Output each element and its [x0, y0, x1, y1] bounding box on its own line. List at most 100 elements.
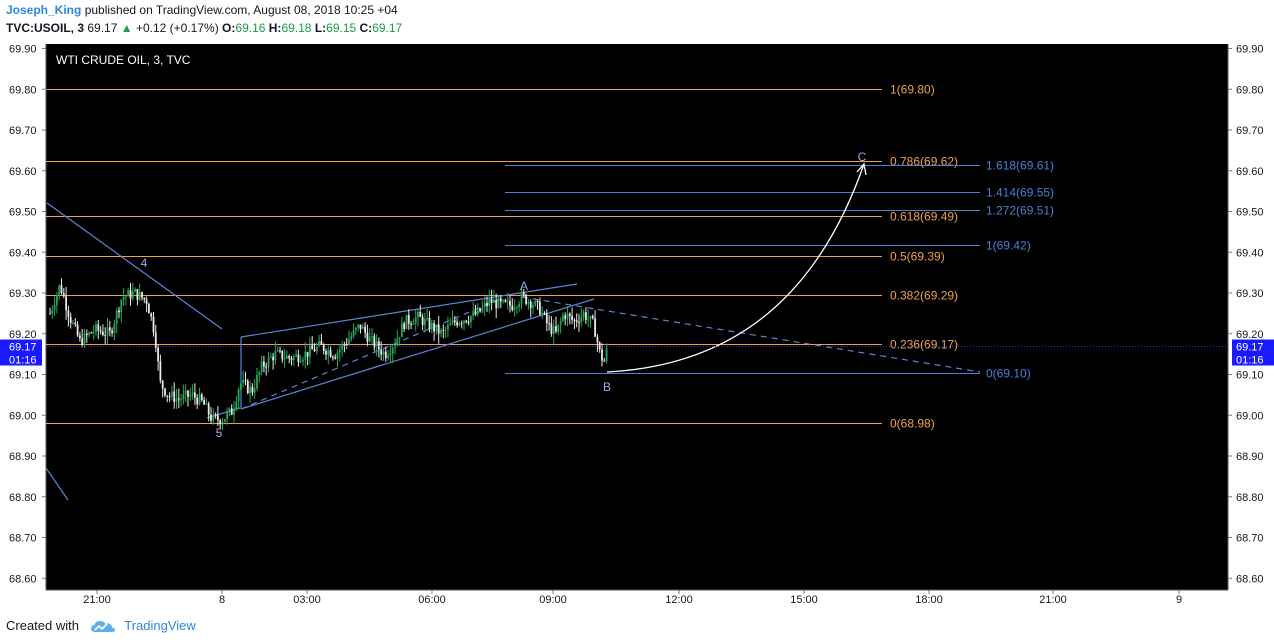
candle-body — [529, 301, 532, 308]
y-tick-label: 69.50 — [9, 207, 37, 219]
candle-body — [134, 289, 136, 292]
candle-body — [221, 421, 224, 425]
x-tick-label: 21:00 — [1039, 594, 1067, 606]
candle-body — [164, 388, 166, 396]
candle-body — [338, 349, 341, 353]
candle-body — [226, 412, 228, 420]
candle-body — [401, 323, 403, 338]
candle-body — [90, 332, 93, 334]
fib-level-label: 1(69.80) — [890, 83, 935, 97]
candle-body — [573, 319, 576, 321]
candle-body — [403, 323, 406, 330]
candle-body — [522, 292, 525, 295]
trend-line — [240, 298, 595, 410]
candle-body — [230, 408, 233, 415]
candle-body — [88, 332, 90, 336]
candle-body — [85, 333, 88, 336]
candle-body — [334, 357, 337, 359]
candle-body — [237, 389, 240, 402]
candle-body — [603, 360, 606, 362]
candle-body — [240, 383, 242, 390]
candle-body — [426, 317, 429, 319]
candle-body — [350, 336, 353, 340]
candle-body — [389, 353, 392, 356]
candle-body — [552, 326, 555, 334]
candle-body — [557, 324, 560, 332]
candle-body — [315, 346, 318, 352]
candle-body — [67, 310, 70, 317]
candle-body — [575, 320, 578, 322]
candle-body — [104, 335, 107, 337]
candle-body — [69, 316, 72, 323]
candle-body — [566, 313, 569, 319]
candle-body — [509, 301, 511, 306]
low-value: 69.15 — [326, 21, 357, 35]
candle-body — [76, 324, 79, 336]
candle-body — [368, 336, 371, 342]
candle-body — [205, 403, 208, 405]
fib-retracement[interactable]: 1(69.80) 0.786(69.62) 0.618(69.49) 0.5(69.3… — [46, 83, 958, 431]
fib-ext-label: 1.618(69.61) — [986, 159, 1054, 173]
ohlc-line: TVC:USOIL, 3 69.17 ▲ +0.12 (+0.17%) O:69… — [6, 21, 402, 35]
candle-body — [589, 316, 592, 319]
candle-body — [154, 332, 157, 348]
candle-body — [219, 420, 222, 425]
candle-body — [122, 297, 125, 300]
candle-body — [380, 349, 383, 355]
candle-body — [329, 350, 332, 357]
candle-body — [113, 323, 116, 334]
candle-body — [456, 322, 458, 326]
candle-body — [159, 361, 162, 381]
candle-body — [115, 310, 118, 324]
candle-body — [486, 303, 488, 306]
candle-body — [320, 340, 323, 345]
y-tick-label: 68.60 — [1236, 573, 1264, 585]
candle-body — [525, 294, 527, 304]
candle-body — [79, 335, 81, 339]
candle-body — [518, 304, 521, 308]
candle-body — [555, 326, 557, 332]
y-tick-label: 69.80 — [1236, 84, 1264, 96]
candle-body — [274, 351, 277, 361]
candle-body — [157, 347, 159, 362]
candle-body — [348, 339, 350, 345]
candle-body — [412, 323, 415, 325]
candle-body — [217, 415, 219, 421]
high-label: H: — [268, 21, 282, 35]
candle-body — [267, 357, 270, 367]
candle-body — [364, 326, 366, 333]
candle-body — [488, 298, 491, 306]
y-tick-label: 69.00 — [9, 410, 37, 422]
candle-body — [95, 324, 97, 332]
y-tick-label: 69.30 — [1236, 288, 1264, 300]
candle-body — [481, 307, 484, 312]
candle-body — [472, 311, 475, 317]
candle-body — [187, 390, 189, 397]
candle-body — [141, 292, 143, 298]
high-value: 69.18 — [281, 21, 312, 35]
plot-area[interactable] — [46, 44, 1228, 590]
candle-body — [313, 349, 316, 352]
candle-body — [304, 351, 307, 360]
candle-body — [504, 300, 507, 302]
x-tick-label: 12:00 — [665, 594, 693, 606]
candle-body — [125, 296, 127, 298]
fib-extension[interactable]: 1.618(69.61) 1.414(69.55) 1.272(69.51) 1(69… — [505, 159, 1054, 381]
x-axis: 21:00 8 03:00 06:00 09:00 12:00 15:00 18:00 21:0… — [83, 590, 1182, 606]
candle-body — [131, 291, 134, 299]
candle-body — [598, 342, 601, 350]
author-link[interactable]: Joseph_King — [6, 3, 82, 17]
candle-body — [207, 403, 210, 415]
y-tick-label: 69.90 — [1236, 44, 1264, 56]
fib-level-label: 0.382(69.29) — [890, 289, 958, 303]
candle-body — [451, 320, 454, 324]
candle-body — [444, 329, 447, 331]
candle-body — [288, 355, 291, 359]
up-triangle-icon: ▲ — [120, 21, 133, 35]
tradingview-brand-link[interactable]: TradingView — [124, 618, 196, 633]
y-tick-label: 69.70 — [9, 125, 37, 137]
wave-label-c: C — [858, 150, 867, 164]
candle-body — [520, 292, 523, 305]
candle-body — [256, 375, 258, 389]
